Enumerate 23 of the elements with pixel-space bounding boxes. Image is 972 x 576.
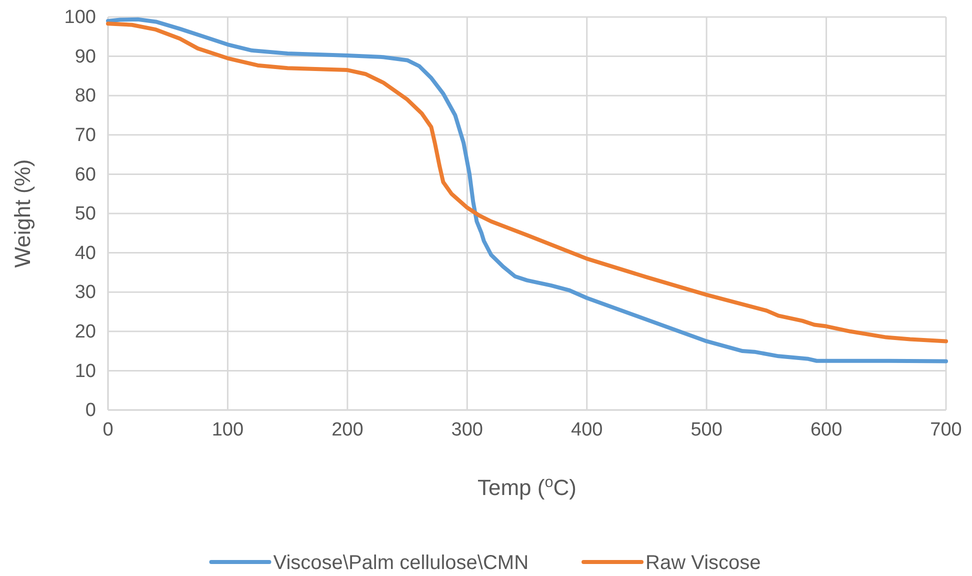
x-axis-title: Temp ($^{o}$C) [477,474,577,500]
y-tick-label: 0 [85,400,96,422]
x-tick-label: 600 [810,419,842,440]
y-tick-label: 90 [74,46,96,68]
x-tick-label: 300 [451,419,483,440]
y-tick-label: 10 [74,360,96,382]
x-tick-label: 100 [212,419,244,440]
y-tick-label: 60 [74,164,96,186]
legend-label: Viscose\Palm cellulose\CMN [273,552,529,574]
x-tick-label: 0 [102,419,114,440]
legend-label: Raw Viscose [646,552,761,574]
y-tick-label: 30 [74,282,96,304]
y-tick-label: 40 [74,242,96,264]
x-tick-label: 200 [332,419,364,440]
x-tick-label: 700 [930,419,962,440]
x-tick-label: 500 [690,419,722,440]
y-tick-label: 50 [74,204,96,225]
y-tick-label: 70 [74,124,96,146]
y-axis-title: Weight (%) [10,159,35,268]
x-tick-label: 400 [571,419,603,440]
y-tick-label: 80 [74,86,96,107]
y-tick-label: 100 [64,7,96,28]
y-tick-label: 20 [74,321,96,342]
